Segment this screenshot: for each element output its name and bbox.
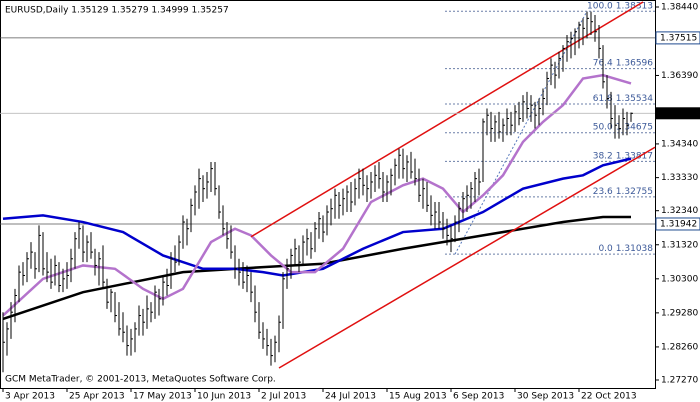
x-tick-label: 3 Apr 2013 (5, 392, 55, 402)
fibo-label: 38.2 1.33817 (593, 151, 653, 161)
y-tick-label: 1.32340 (661, 206, 698, 216)
x-tick-label: 24 Jul 2013 (325, 392, 376, 402)
x-tick-label: 15 Aug 2013 (389, 392, 447, 402)
y-tick-label: 1.34340 (661, 139, 698, 149)
fibo-label: 23.6 1.32755 (593, 186, 653, 196)
x-tick-label: 25 Apr 2013 (69, 392, 125, 402)
fibo-level-price: 1.38313 (616, 1, 653, 11)
fibo-level-name: 61.8 (593, 94, 613, 104)
fibo-label: 50.0 1.34675 (593, 122, 653, 132)
trend-line (278, 146, 656, 369)
chart-title: EURUSD,Daily 1.35129 1.35279 1.34999 1.3… (5, 6, 229, 16)
moving-average (2, 73, 632, 317)
y-tick-label: 1.29280 (661, 308, 698, 318)
fibo-level-name: 38.2 (593, 151, 613, 161)
current-price-label: 1.35257 (660, 109, 697, 119)
fibo-level-price: 1.32755 (616, 186, 653, 196)
current-price-box (656, 107, 700, 120)
price-label: 1.37515 (660, 33, 697, 43)
copyright: GCM MetaTrader, © 2001-2013, MetaQuotes … (5, 375, 276, 385)
y-tick-label: 1.30300 (661, 274, 698, 284)
fibo-level-name: 23.6 (593, 186, 613, 196)
price-label-box (655, 31, 700, 45)
y-tick-label: 1.28260 (661, 342, 698, 352)
x-tick-label: 10 Jun 2013 (197, 392, 251, 402)
x-tick-label: 30 Sep 2013 (517, 392, 574, 402)
fibo-level-name: 100.0 (587, 1, 613, 11)
y-tick-label: 1.31320 (661, 240, 698, 250)
fibo-label: 61.8 1.35534 (593, 94, 654, 104)
fibo-level-price: 1.34675 (616, 122, 653, 132)
fibo-label: 76.41.36596 (593, 58, 654, 68)
price-label-box (655, 217, 700, 231)
fibo-label: 100.0 1.38313 (587, 1, 653, 11)
moving-average (2, 157, 632, 277)
y-tick-label: 1.36390 (661, 71, 698, 81)
y-tick-label: 1.27270 (661, 375, 698, 385)
fibo-level-price: 1.31038 (616, 244, 653, 254)
fibo-level-price: 1.35534 (616, 94, 653, 104)
y-tick-label: 1.38440 (661, 3, 698, 13)
trend-line (250, 1, 644, 238)
fibo-level-name: 50.0 (593, 122, 613, 132)
x-tick-label: 6 Sep 2013 (453, 392, 504, 402)
x-tick-label: 2 Jul 2013 (261, 392, 306, 402)
fibo-level-price: 1.33817 (616, 151, 653, 161)
fibo-level-price: 1.36596 (616, 58, 653, 68)
plot-frame (0, 0, 656, 389)
fibo-level-name: 0.0 (598, 244, 613, 254)
fibo-label: 0.0 1.31038 (598, 244, 653, 254)
y-tick-label: 1.33330 (661, 173, 698, 183)
price-label: 1.31942 (660, 219, 697, 229)
x-tick-label: 22 Oct 2013 (581, 392, 637, 402)
x-tick-label: 17 May 2013 (133, 392, 192, 402)
